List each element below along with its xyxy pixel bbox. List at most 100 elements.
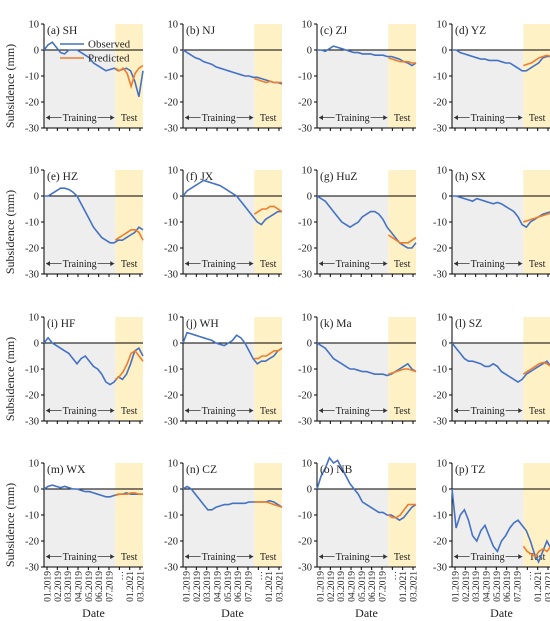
y-tick-label: -20 — [25, 537, 39, 548]
observed-line — [182, 179, 282, 226]
y-tick-label: 10 — [302, 459, 313, 470]
y-tick-label: 0 — [307, 485, 312, 496]
x-tick-label: 02.2019 — [193, 571, 203, 602]
subplot-title: (l) SZ — [455, 318, 482, 330]
y-tick-label: 10 — [29, 20, 40, 31]
test-label: Test — [394, 552, 411, 563]
y-tick-label: -20 — [164, 391, 178, 402]
y-tick-label: 0 — [173, 339, 178, 350]
x-tick-label: 01.2019 — [452, 571, 462, 602]
x-tick-label: 01.2021 — [126, 571, 136, 602]
training-arrow-head-right — [518, 408, 523, 414]
y-tick-label: -30 — [298, 124, 312, 135]
training-arrow-head-right — [249, 261, 254, 267]
predicted-line — [114, 349, 144, 381]
y-tick-label: -20 — [433, 391, 447, 402]
training-label: Training — [336, 406, 370, 417]
y-tick-label: -10 — [164, 365, 178, 376]
training-arrow-head-left — [454, 554, 458, 560]
subplot-14: 10 0 -10 -20 -30 Training Test (o) NB 01.2019 02.… — [298, 456, 420, 620]
x-tick-label: 01.2019 — [44, 571, 54, 602]
x-tick-label: 02.2019 — [327, 571, 337, 602]
test-label: Test — [529, 259, 546, 270]
predicted-line — [254, 501, 283, 508]
y-tick-label: 10 — [302, 20, 313, 31]
y-tick-label: -10 — [164, 511, 178, 522]
y-tick-label: 0 — [442, 46, 447, 57]
y-tick-label: -30 — [433, 270, 447, 281]
training-label: Training — [471, 259, 505, 270]
y-tick-label: -20 — [25, 98, 39, 109]
training-label-bg — [61, 550, 98, 562]
x-tick-label: 05.2019 — [224, 571, 234, 602]
x-tick-label: 05.2019 — [493, 571, 503, 602]
observed-line — [451, 342, 550, 383]
predicted-line — [114, 64, 144, 90]
observed-line — [452, 49, 550, 72]
y-tick-label: -30 — [433, 124, 447, 135]
x-tick-label: 04.2019 — [483, 571, 493, 602]
y-tick-label: 0 — [442, 192, 447, 203]
test-label: Test — [260, 552, 277, 563]
legend: Observed Predicted — [60, 39, 131, 65]
x-tick-label: 04.2019 — [348, 571, 358, 602]
predicted-line — [253, 205, 283, 215]
subplot-title: (d) YZ — [455, 25, 486, 37]
y-tick-label: -20 — [164, 537, 178, 548]
y-tick-label: 10 — [29, 166, 40, 177]
x-tick-label: 03.2021 — [545, 571, 550, 602]
x-tick-label: … — [116, 571, 126, 581]
y-tick-label: -10 — [433, 72, 447, 83]
y-tick-label: -30 — [164, 124, 178, 135]
test-region — [388, 170, 416, 274]
training-arrow-head-right — [110, 261, 115, 267]
x-tick-label: 02.2019 — [54, 571, 64, 602]
y-tick-label: -10 — [25, 72, 39, 83]
observed-line — [43, 336, 144, 386]
x-tick-label: 06.2019 — [234, 571, 244, 602]
predicted-line — [387, 503, 416, 519]
subplot-title: (a) SH — [47, 25, 77, 37]
training-arrow-head-left — [319, 554, 323, 560]
y-tick-label: -20 — [164, 98, 178, 109]
y-tick-label: -30 — [298, 270, 312, 281]
y-tick-label: 10 — [437, 166, 448, 177]
subplot-5: 10 0 -10 -20 -30 Training Test (f) JX — [164, 166, 283, 281]
x-axis-label: Date — [221, 606, 244, 620]
y-tick-label: -20 — [433, 537, 447, 548]
x-tick-label: 01.2021 — [534, 571, 544, 602]
training-label: Training — [63, 552, 97, 563]
x-tick-label: 04.2019 — [75, 571, 85, 602]
y-tick-label: -10 — [298, 365, 312, 376]
y-tick-label: 10 — [437, 20, 448, 31]
y-tick-label: -30 — [433, 563, 447, 574]
subplot-3: 10 0 -10 -20 -30 Training Test (d) YZ — [433, 20, 550, 135]
training-arrow-head-right — [383, 115, 388, 121]
observed-line — [452, 195, 550, 229]
training-label-bg — [334, 550, 371, 562]
x-tick-label: 06.2019 — [368, 571, 378, 602]
y-tick-label: -30 — [298, 417, 312, 428]
subplot-title: (c) ZJ — [320, 25, 348, 37]
training-label: Training — [336, 259, 370, 270]
y-tick-label: 0 — [442, 339, 447, 350]
y-tick-label: 10 — [302, 313, 313, 324]
x-tick-label: 01.2021 — [265, 571, 275, 602]
training-arrow-head-right — [249, 115, 254, 121]
y-tick-label: 0 — [34, 46, 39, 57]
y-axis-label: Subsidence (mm) — [3, 190, 17, 274]
training-label: Training — [63, 113, 97, 124]
x-tick-label: 03.2019 — [203, 571, 213, 602]
predicted-line — [114, 229, 144, 241]
training-label-bg — [469, 111, 506, 123]
y-tick-label: -10 — [298, 218, 312, 229]
x-tick-label: 02.2019 — [462, 571, 472, 602]
training-label: Training — [202, 259, 236, 270]
training-label-bg — [334, 111, 371, 123]
test-region — [388, 463, 416, 567]
training-arrow-head-left — [319, 115, 323, 121]
y-tick-label: 0 — [307, 192, 312, 203]
observed-line — [317, 45, 417, 67]
y-tick-label: -30 — [164, 417, 178, 428]
